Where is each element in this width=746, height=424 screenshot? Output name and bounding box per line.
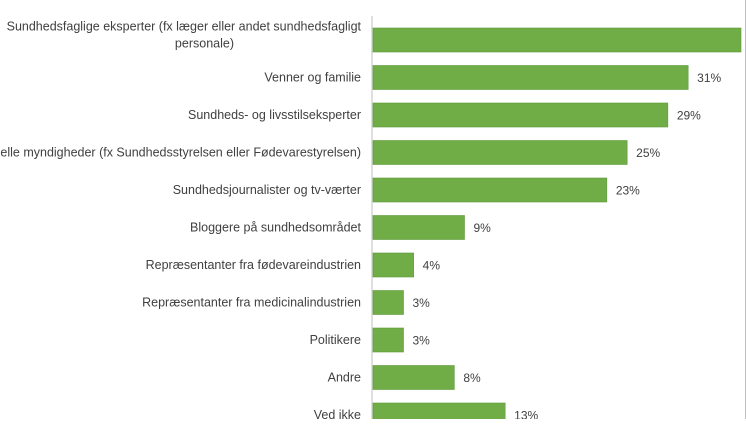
category-label-line: Bloggere på sundhedsområdet [190,221,361,235]
category-label: Bloggere på sundhedsområdet [190,221,361,235]
category-label-line: Repræsentanter fra fødevareindustrien [146,258,361,272]
bar [373,66,688,90]
bar [373,291,404,315]
data-label: 23% [616,184,640,198]
data-label: 3% [413,296,431,310]
bar [373,28,741,52]
data-label: 29% [677,109,701,123]
category-label-line: Sundhedsjournalister og tv-værter [173,183,361,197]
category-label-line: Sundhedsfaglige eksperter (fx læger elle… [7,20,362,34]
data-label: 8% [463,371,481,385]
category-label-line: Politikere [310,333,361,347]
data-label: 13% [514,409,538,420]
category-label-line: Andre [328,371,361,385]
category-label: Politikere [310,333,361,347]
bar [373,141,627,165]
category-label-line: Sundheds- og livsstilseksperter [188,108,361,122]
bar [373,366,454,390]
data-label: 25% [636,146,660,160]
category-label: Officielle myndigheder (fx Sundhedsstyre… [0,146,361,160]
bar [373,178,607,202]
category-label-line: Ved ikke [314,408,361,419]
category-label: Andre [328,371,361,385]
bar [373,216,465,240]
data-label: 3% [413,334,431,348]
data-label: 31% [697,71,721,85]
bars [373,28,741,419]
bar [373,253,414,277]
data-label: 9% [474,221,492,235]
category-label-line: personale) [175,37,234,51]
category-label-line: Officielle myndigheder (fx Sundhedsstyre… [0,146,361,160]
category-labels: Sundhedsfaglige eksperter (fx læger elle… [0,20,362,420]
data-label: 4% [423,259,441,273]
category-label: Repræsentanter fra fødevareindustrien [146,258,361,272]
category-label: Sundhedsfaglige eksperter (fx læger elle… [7,20,362,51]
category-label: Repræsentanter fra medicinalindustrien [142,296,361,310]
chart-title [0,0,746,6]
category-label: Venner og familie [264,71,361,85]
bar [373,328,404,352]
category-label: Sundhedsjournalister og tv-værter [173,183,361,197]
category-label-line: Repræsentanter fra medicinalindustrien [142,296,361,310]
category-label-line: Venner og familie [264,71,361,85]
bar [373,403,505,419]
category-label: Ved ikke [314,408,361,419]
bar [373,103,668,127]
category-label: Sundheds- og livsstilseksperter [188,108,361,122]
